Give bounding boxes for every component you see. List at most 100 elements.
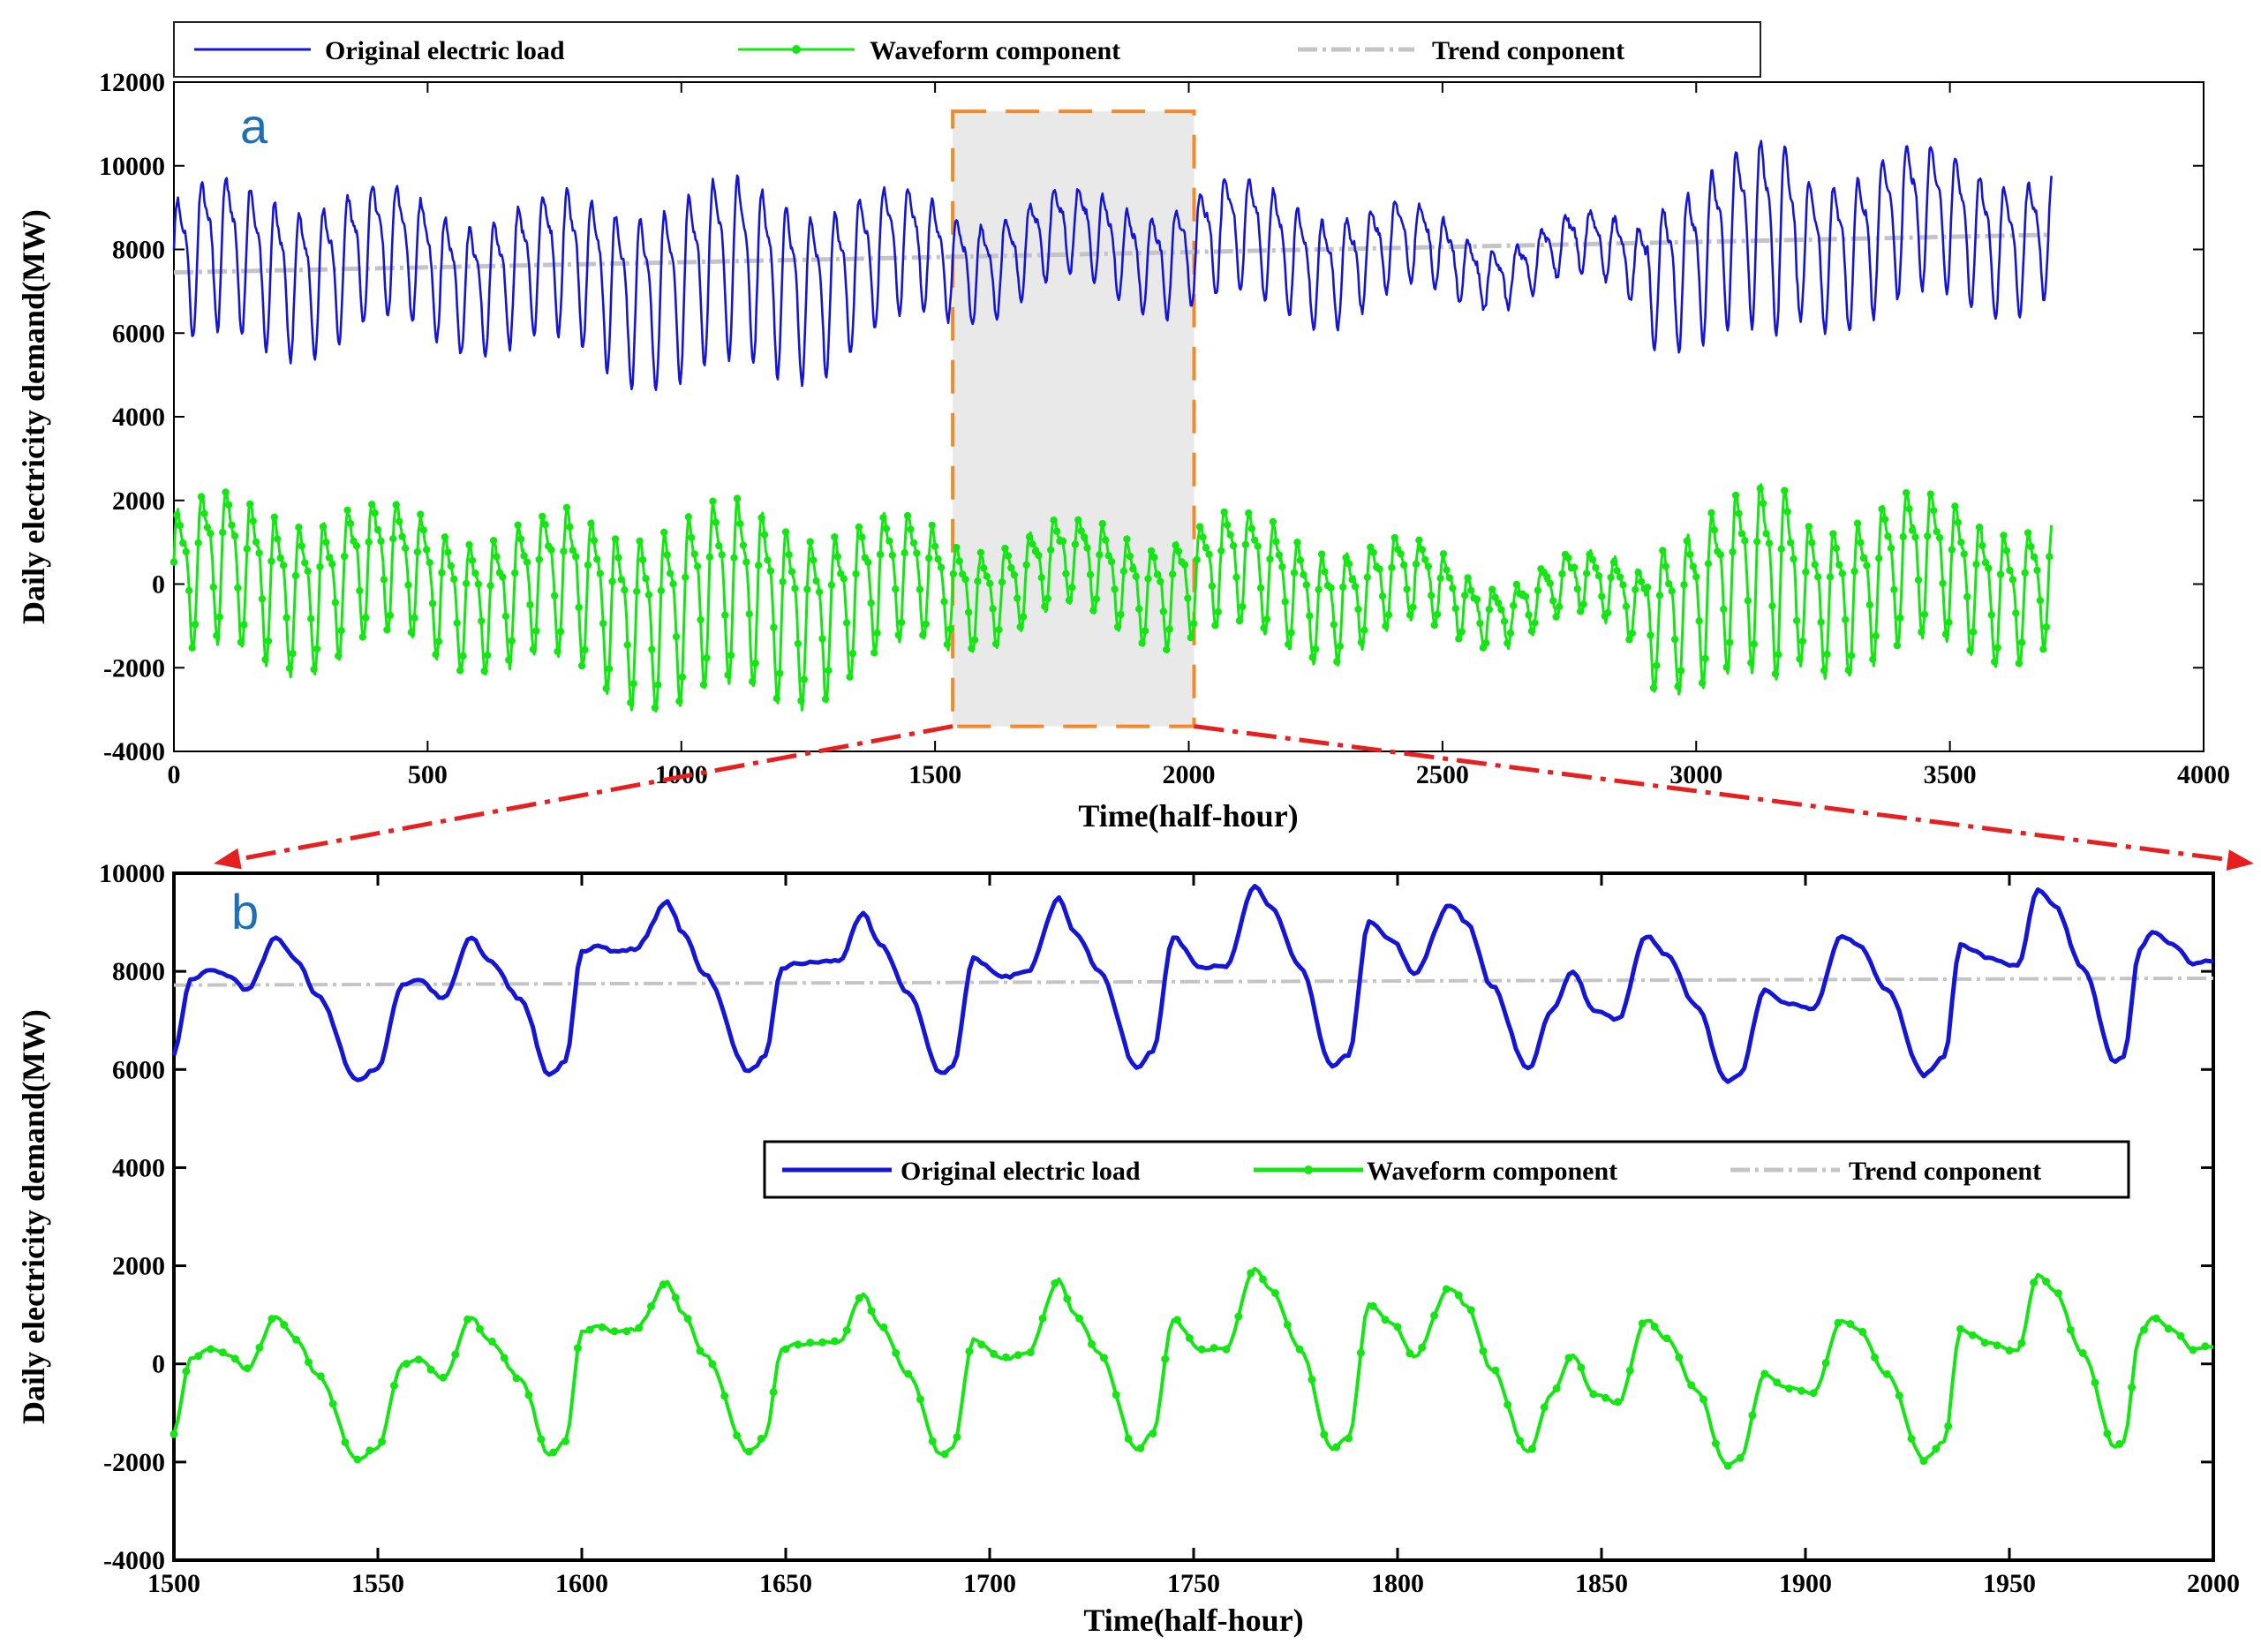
series-a-waveform-point [654, 681, 662, 689]
series-a-waveform-point [1558, 570, 1566, 578]
series-a-waveform-point [1068, 584, 1076, 592]
series-a-waveform-point [1138, 639, 1146, 647]
series-a-waveform-point [511, 569, 519, 577]
series-a-waveform-point [821, 695, 830, 703]
series-a-waveform-point [1911, 533, 1919, 541]
series-a-waveform-point [1433, 610, 1442, 618]
panel-label-a: a [240, 98, 268, 154]
series-b-waveform-point [1504, 1400, 1512, 1409]
series-a-waveform-point [1342, 554, 1350, 562]
series-a-waveform-point [1683, 537, 1692, 545]
series-a-waveform-point [2039, 645, 2047, 653]
series-a-waveform-point [1141, 627, 1149, 635]
series-b-waveform-point [1332, 1443, 1341, 1452]
series-a-waveform-point [2002, 547, 2011, 554]
series-a-waveform-point [913, 549, 921, 557]
series-a-waveform-point [846, 673, 854, 681]
legend-a-marker-waveform [792, 45, 801, 54]
series-a-waveform-point [1409, 603, 1417, 611]
series-a-waveform-point [1908, 526, 1917, 534]
series-a-waveform-point [1107, 558, 1116, 566]
series-a-waveform-point [462, 579, 471, 587]
series-a-waveform-point [1607, 573, 1615, 582]
series-b-waveform-point [1320, 1430, 1329, 1439]
series-b-waveform-point [1638, 1319, 1647, 1328]
series-a-waveform-point [1582, 570, 1591, 577]
series-a-waveform-point [1899, 532, 1907, 541]
series-a-waveform-point [852, 570, 860, 578]
series-a-waveform-point [1278, 562, 1286, 571]
series-a-waveform-point [1692, 573, 1700, 581]
series-b-waveform-point [1552, 1384, 1561, 1392]
series-a-waveform-point [1174, 547, 1183, 555]
x-tick-label-a: 3000 [1669, 760, 1722, 789]
series-a-waveform-point [539, 512, 546, 521]
series-a-waveform-point [1113, 622, 1122, 631]
series-a-waveform-point [380, 576, 388, 584]
series-a-waveform-point [535, 555, 543, 563]
series-a-waveform-point [2033, 566, 2041, 575]
legend-b-marker-waveform [1304, 1165, 1313, 1174]
y-ticks-b: -4000 -2000 0 2000 4000 6000 8000 10000 [99, 859, 2213, 1575]
series-b-waveform-point [1785, 1384, 1793, 1393]
series-a-waveform-point [465, 540, 473, 549]
series-a-waveform-point [1844, 666, 1852, 675]
series-a-waveform-point [240, 621, 248, 629]
series-a-waveform-point [1842, 615, 1850, 624]
series-b-waveform-point [635, 1324, 644, 1332]
series-a-waveform-point [688, 533, 696, 541]
series-a-waveform-point [1044, 594, 1051, 603]
series-a-waveform-point [541, 521, 549, 529]
series-a-waveform-point [703, 653, 711, 662]
series-a-waveform-point [1391, 533, 1399, 542]
series-a-waveform-point [1531, 619, 1539, 627]
series-a-waveform-point [1172, 541, 1179, 549]
series-a-waveform-point [842, 619, 851, 627]
series-a-waveform-point [1546, 579, 1554, 587]
series-a-waveform-point [879, 514, 887, 522]
series-a-waveform-point [1287, 629, 1295, 637]
series-b-waveform-point [1980, 1339, 1989, 1347]
series-a-waveform-point [1354, 605, 1362, 614]
series-a-waveform-point [1333, 658, 1341, 666]
series-a-waveform-point [1649, 683, 1658, 692]
series-a-waveform-point [1993, 644, 2001, 652]
series-a-waveform-point [1564, 554, 1572, 562]
series-a-waveform-point [1102, 536, 1110, 544]
series-a-waveform-point [1726, 638, 1734, 646]
series-b-waveform-point [170, 1429, 178, 1438]
series-a-waveform-point [1680, 581, 1688, 589]
x-tick-label-a: 3500 [1924, 760, 1977, 789]
series-b-waveform-point [1944, 1422, 1953, 1430]
series-a-waveform-point [614, 554, 622, 562]
series-b-waveform-point [1442, 1285, 1451, 1294]
series-a-waveform-point [1933, 528, 1941, 536]
series-a-waveform-point [404, 581, 412, 589]
series-a-waveform-point [480, 667, 488, 675]
series-a-waveform-point [657, 586, 665, 595]
series-a-waveform-point [304, 567, 312, 576]
series-b-waveform-point [426, 1365, 435, 1374]
series-a-waveform-point [736, 520, 744, 528]
series-b-waveform-point [1809, 1389, 1818, 1398]
series-b-waveform-point [708, 1360, 717, 1369]
series-a-waveform-point [919, 631, 927, 639]
series-a-waveform-point [995, 626, 1003, 634]
series-a-waveform-point [346, 519, 355, 528]
series-a-waveform-point [1400, 561, 1408, 570]
series-a-waveform-point [669, 580, 677, 588]
series-a-waveform-point [1461, 592, 1469, 600]
series-a-waveform-point [968, 645, 976, 653]
series-a-waveform-point [386, 611, 394, 620]
series-a-waveform-point [608, 577, 616, 585]
series-a-waveform-point [1117, 610, 1125, 619]
series-a-waveform-point [1890, 585, 1898, 593]
series-b-waveform-point [512, 1374, 521, 1383]
series-a-waveform-point [1360, 626, 1368, 634]
series-a-waveform-point [389, 535, 397, 543]
series-b-waveform-point [1368, 1301, 1377, 1310]
series-a-waveform-point [252, 538, 260, 546]
series-a-waveform-point [1239, 602, 1247, 611]
series-a-waveform-point [1878, 505, 1886, 513]
